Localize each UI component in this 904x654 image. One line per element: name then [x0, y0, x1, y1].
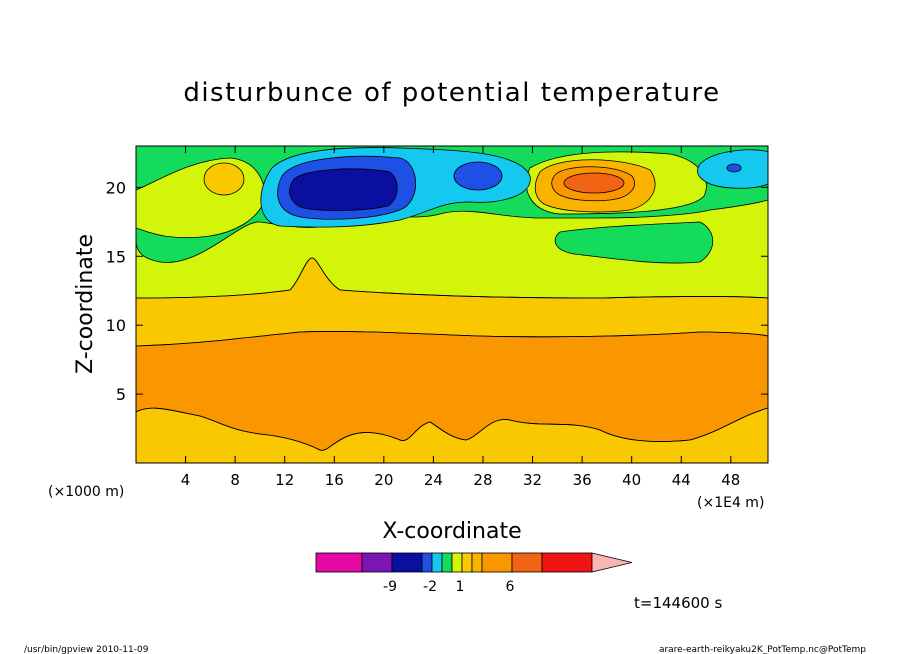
chart-title: disturbunce of potential temperature: [183, 78, 720, 108]
x-tick-label: 16: [325, 471, 344, 489]
field-min-dark-blue: [289, 168, 398, 211]
colorbar-segment: [461, 552, 473, 573]
colorbar-label: -9: [383, 579, 397, 595]
x-axis-label: X-coordinate: [382, 519, 521, 544]
colorbar-segment: [471, 552, 483, 573]
time-label: t=144600 s: [634, 594, 722, 612]
footer-right: arare-earth-reikyaku2K_PotTemp.nc@PotTem…: [659, 645, 866, 654]
x-tick-label: 36: [573, 471, 592, 489]
x-unit-right: (×1E4 m): [697, 495, 764, 511]
colorbar-segment: [451, 552, 463, 573]
plot-area: [135, 145, 769, 464]
x-unit-left: (×1000 m): [48, 484, 124, 500]
x-axis: 4 8 12 16 20 24 28 32 36 40 44 48: [181, 146, 740, 489]
y-tick-label: 20: [106, 178, 126, 197]
contour-line-a: [136, 257, 768, 299]
y-tick-label: 10: [106, 316, 126, 335]
field-max-red: [563, 172, 625, 194]
colorbar-label: 1: [456, 579, 465, 595]
colorbar-segment: [391, 552, 423, 573]
x-tick-label: 20: [374, 471, 393, 489]
colorbar: -9 -2 1 6: [315, 552, 633, 595]
field-blob-green-right: [554, 221, 714, 264]
contour-line-b: [136, 331, 768, 347]
contour-line-c: [136, 407, 768, 451]
colorbar-segment: [511, 552, 543, 573]
y-tick-label: 15: [106, 247, 126, 266]
colorbar-segment: [431, 552, 443, 573]
colorbar-label: -2: [423, 579, 437, 595]
x-tick-label: 24: [424, 471, 443, 489]
x-tick-label: 32: [523, 471, 542, 489]
colorbar-segment: [481, 552, 513, 573]
x-tick-label: 44: [672, 471, 691, 489]
plot-frame: [135, 145, 769, 464]
colorbar-extension: [591, 552, 633, 573]
x-tick-label: 28: [473, 471, 492, 489]
x-tick-label: 48: [721, 471, 740, 489]
x-tick-label: 8: [230, 471, 240, 489]
colorbar-label: 6: [506, 579, 515, 595]
colorbar-segment: [541, 552, 593, 573]
x-tick-label: 40: [622, 471, 641, 489]
x-tick-label: 12: [275, 471, 294, 489]
field-blob-blue-x27: [453, 161, 503, 191]
footer-left: /usr/bin/gpview 2010-11-09: [24, 645, 149, 654]
colorbar-segment: [361, 552, 393, 573]
field-blob-orange-x8: [203, 162, 245, 196]
colorbar-segment: [315, 552, 363, 573]
y-axis: 5 10 15 20: [106, 178, 768, 404]
x-tick-label: 4: [181, 471, 191, 489]
y-axis-label: Z-coordinate: [73, 234, 98, 374]
colorbar-segment: [441, 552, 453, 573]
colorbar-segment: [421, 552, 433, 573]
field-blob-blue-x48: [726, 163, 742, 173]
y-tick-label: 5: [116, 385, 126, 404]
